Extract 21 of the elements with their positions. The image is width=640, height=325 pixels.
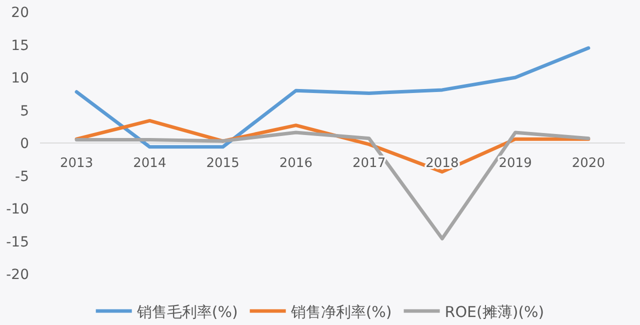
x-tick-label: 2019 [498,156,532,171]
x-tick-label: 2015 [206,156,240,171]
x-tick-label: 2016 [279,156,312,171]
legend-label: ROE(摊薄)(%) [444,303,544,321]
y-tick-label: -20 [6,267,29,283]
y-tick-label: -5 [15,168,29,185]
y-tick-label: 15 [11,38,29,54]
x-tick-label: 2013 [60,156,94,171]
y-tick-label: -10 [6,202,29,218]
y-tick-label: -15 [6,234,29,250]
line-series [74,46,590,149]
y-tick-label: 0 [20,136,29,152]
x-tick-label: 2017 [352,156,386,171]
y-tick-label: 10 [11,70,29,86]
y-tick-label: 5 [20,103,29,120]
x-tick-label: 2018 [426,156,459,171]
legend-label: 销售毛利率(%) [136,303,238,321]
x-tick-label: 2020 [572,156,605,171]
x-tick-label: 2014 [133,156,166,171]
legend-label: 销售净利率(%) [290,303,392,321]
y-tick-label: 20 [11,5,29,21]
